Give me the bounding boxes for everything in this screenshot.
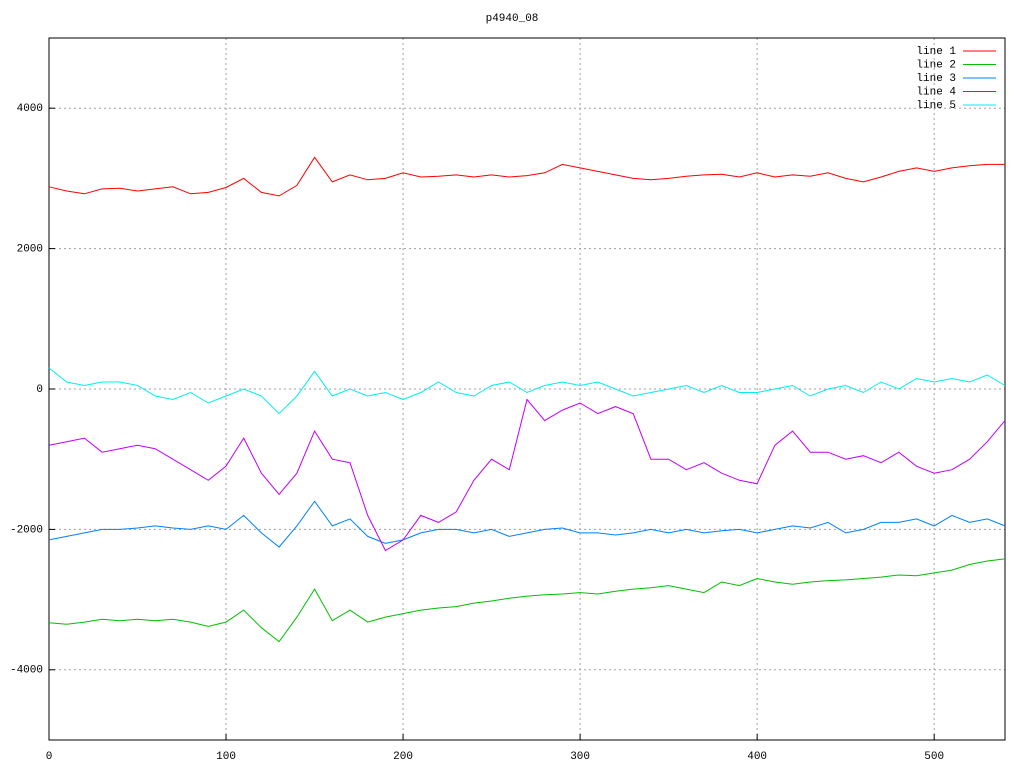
chart-title: p4940_08 [486,13,539,25]
x-tick-label: 200 [393,751,413,763]
x-tick-label: 100 [216,751,236,763]
legend-label: line 5 [916,100,956,112]
legend-label: line 1 [916,46,956,58]
y-tick-label: 2000 [17,244,43,256]
x-tick-label: 400 [747,751,767,763]
data-line [48,558,1006,643]
y-tick-label: 4000 [17,103,43,115]
y-tick-label: -2000 [10,524,43,536]
data-line [48,367,1006,415]
data-line [48,398,1006,552]
x-tick-label: 0 [46,751,53,763]
y-tick-label: 0 [36,384,43,396]
x-tick-label: 500 [924,751,944,763]
legend-label: line 3 [916,73,956,85]
plot-border [48,37,1006,741]
y-tick-label: -4000 [10,665,43,677]
legend-label: line 2 [916,59,956,71]
data-line [48,500,1006,548]
data-line [48,156,1005,197]
legend-label: line 4 [916,86,956,98]
x-tick-label: 300 [570,751,590,763]
